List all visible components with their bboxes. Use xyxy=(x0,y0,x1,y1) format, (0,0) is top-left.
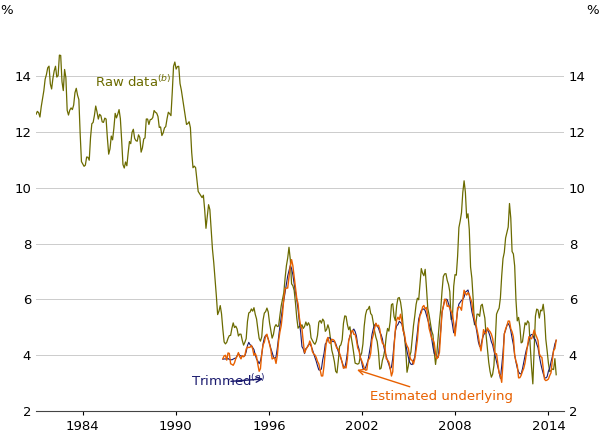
Text: %: % xyxy=(1,3,13,17)
Text: Estimated underlying: Estimated underlying xyxy=(358,369,513,403)
Text: %: % xyxy=(587,3,599,17)
Text: Raw data$^{(b)}$: Raw data$^{(b)}$ xyxy=(95,75,172,90)
Text: Trimmed$^{(a)}$: Trimmed$^{(a)}$ xyxy=(191,374,265,389)
